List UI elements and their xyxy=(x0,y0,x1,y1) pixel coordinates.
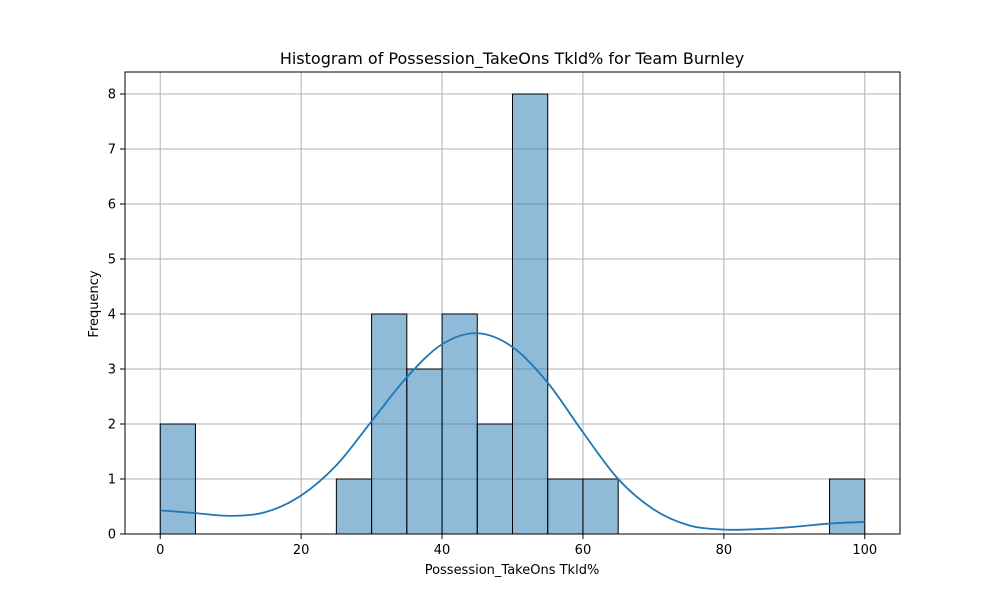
x-tick-label: 20 xyxy=(293,543,310,558)
histogram-bar xyxy=(829,478,866,535)
histogram-bar xyxy=(406,368,443,535)
bar-layer xyxy=(159,93,866,535)
histogram-bar xyxy=(512,93,549,535)
x-axis-label: Possession_TakeOns Tkld% xyxy=(425,563,600,578)
histogram-bar xyxy=(547,478,584,535)
histogram-bar xyxy=(441,313,478,535)
x-tick-label: 0 xyxy=(156,543,164,558)
plot-frame xyxy=(124,71,901,535)
histogram-bar xyxy=(159,423,196,535)
y-tick-label: 6 xyxy=(108,198,116,213)
chart-title: Histogram of Possession_TakeOns Tkld% fo… xyxy=(280,49,744,69)
tick-layer: 0 20 40 60 80 100 0 1 2 3 4 5 6 7 8 xyxy=(108,88,877,559)
y-tick-label: 5 xyxy=(108,253,116,268)
y-tick-label: 7 xyxy=(108,143,116,158)
x-tick-label: 80 xyxy=(716,543,733,558)
x-tick-label: 100 xyxy=(852,543,877,558)
y-tick-label: 3 xyxy=(108,363,116,378)
kde-curve xyxy=(160,332,865,531)
kde-layer xyxy=(160,332,865,531)
y-tick-label: 8 xyxy=(108,88,116,103)
histogram-bar xyxy=(582,478,619,535)
histogram-bar xyxy=(371,313,408,535)
x-tick-label: 60 xyxy=(575,543,592,558)
y-tick-label: 4 xyxy=(108,308,116,323)
x-tick-label: 40 xyxy=(434,543,451,558)
histogram-bar xyxy=(335,478,373,535)
y-tick-label: 0 xyxy=(108,528,116,543)
y-tick-label: 1 xyxy=(108,473,116,488)
y-axis-label: Frequency xyxy=(87,270,102,337)
y-tick-label: 2 xyxy=(108,418,116,433)
histogram-bar xyxy=(476,423,514,535)
